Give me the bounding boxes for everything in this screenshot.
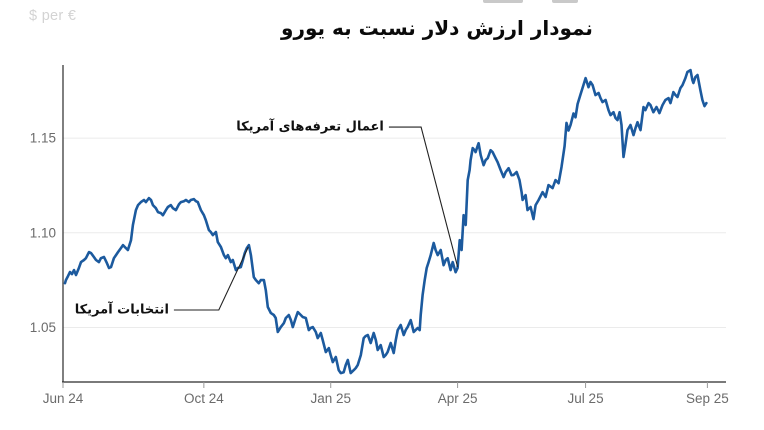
y-tick-label: 1.10: [30, 225, 56, 240]
x-tick-label: Jul 25: [568, 391, 604, 406]
x-tick-label: Jun 24: [43, 391, 84, 406]
clipped-text-artifact: [483, 0, 523, 3]
chart-title: نمودار ارزش دلار نسبت به یورو: [281, 16, 593, 40]
annotation-leader-line: [388, 126, 459, 268]
y-tick-label: 1.05: [30, 320, 56, 335]
clipped-text-artifact: [552, 0, 578, 3]
x-tick-label: Apr 25: [438, 391, 478, 406]
y-axis-unit-label: $ per €: [29, 8, 77, 24]
usd-per-eur-line: [63, 68, 708, 375]
x-tick-label: Oct 24: [184, 391, 224, 406]
x-tick-label: Jan 25: [310, 391, 351, 406]
annotation-leader-line: [173, 246, 249, 311]
y-tick-label: 1.15: [30, 131, 56, 146]
x-tick-label: Sep 25: [686, 391, 729, 406]
